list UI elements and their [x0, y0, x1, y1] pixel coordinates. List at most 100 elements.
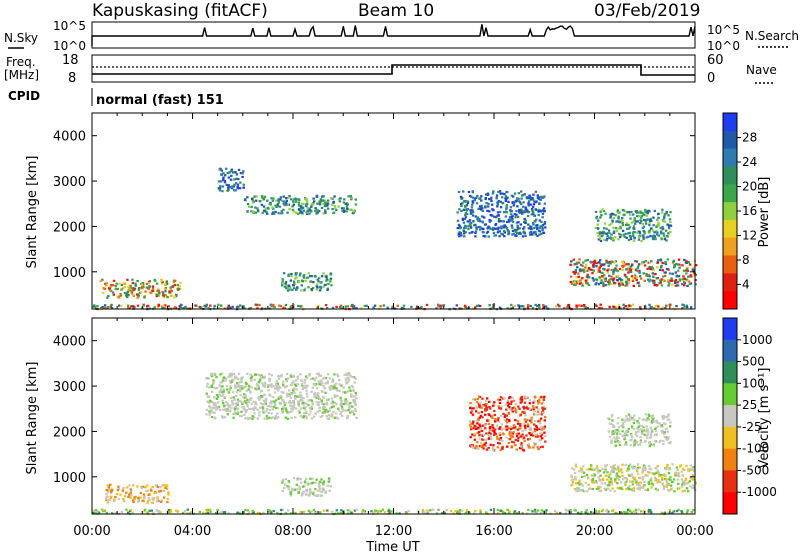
echo-cell [658, 422, 661, 425]
colorbar-segment [723, 448, 737, 471]
echo-cell [648, 441, 651, 444]
echo-cell [309, 477, 312, 480]
echo-cell [156, 305, 159, 308]
echo-cell [497, 417, 500, 420]
echo-cell [459, 227, 462, 230]
nsky-series [91, 24, 696, 46]
echo-cell [473, 199, 476, 202]
echo-cell [491, 415, 494, 418]
echo-cell [323, 509, 326, 512]
echo-cell [341, 209, 344, 212]
echo-cell [637, 281, 640, 284]
echo-cell [543, 419, 546, 422]
echo-cell [516, 428, 520, 431]
echo-cell [256, 408, 259, 411]
echo-cell [646, 267, 649, 270]
echo-cell [461, 202, 464, 205]
echo-cell [463, 304, 467, 307]
echo-cell [609, 465, 613, 468]
echo-cell [284, 303, 288, 307]
echo-cell [484, 441, 487, 445]
echo-cell [487, 202, 490, 205]
echo-cell [596, 469, 600, 472]
echo-cell [275, 406, 278, 410]
echo-cell [243, 198, 247, 201]
echo-cell [469, 401, 472, 405]
echo-cell [310, 205, 313, 208]
echo-cell [326, 509, 329, 512]
echo-cell [489, 508, 493, 511]
echo-cell [581, 282, 584, 285]
echo-cell [339, 396, 342, 399]
echo-cell [487, 448, 490, 451]
echo-cell [105, 492, 108, 496]
echo-cell [142, 304, 145, 307]
echo-cell [538, 219, 541, 222]
echo-cell [515, 234, 518, 237]
echo-cell [485, 406, 488, 409]
echo-cell [657, 471, 660, 474]
echo-cell [657, 224, 661, 227]
echo-cell [616, 422, 620, 425]
echo-cell [612, 425, 615, 428]
echo-cell [578, 488, 582, 492]
echo-cell [580, 304, 583, 307]
echo-cell [507, 427, 510, 430]
colorbar-segment [723, 426, 737, 450]
echo-cell [228, 404, 231, 407]
echo-cell [303, 379, 307, 382]
echo-cell [590, 268, 593, 271]
echo-cell [641, 425, 644, 428]
colorbar-tick-label: 28 [742, 131, 757, 145]
echo-cell [237, 305, 240, 308]
echo-cell [513, 304, 517, 307]
echo-cell [308, 398, 312, 402]
echo-cell [614, 269, 617, 272]
echo-cell [498, 427, 501, 431]
echo-cell [558, 305, 561, 308]
colorbar-tick-label: 100 [742, 376, 765, 390]
echo-cell [154, 484, 157, 487]
echo-cell [687, 275, 690, 278]
echo-cell [690, 468, 694, 471]
echo-cell [492, 414, 495, 417]
echo-cell [259, 378, 262, 381]
echo-cell [320, 399, 323, 402]
echo-cell [487, 437, 491, 440]
echo-cell [523, 217, 526, 221]
echo-cell [326, 202, 330, 205]
echo-cell [527, 223, 530, 226]
echo-cell [638, 230, 641, 233]
echo-cell [625, 488, 628, 491]
echo-cell [175, 293, 178, 296]
echo-cell [310, 482, 313, 485]
echo-cell [236, 183, 240, 186]
echo-cell [657, 221, 660, 224]
echo-cell [493, 428, 496, 431]
echo-cell [468, 232, 471, 235]
echo-cell [336, 417, 340, 420]
echo-cell [458, 511, 461, 514]
echo-cell [598, 270, 601, 273]
echo-cell [527, 508, 530, 511]
echo-cell [264, 402, 267, 406]
echo-cell [322, 406, 325, 409]
echo-cell [514, 216, 517, 219]
echo-cell [479, 511, 482, 514]
echo-cell [686, 284, 689, 287]
echo-cell [532, 231, 536, 234]
echo-cell [240, 401, 243, 404]
echo-cell [537, 400, 541, 403]
echo-cell [681, 483, 684, 486]
echo-cell [351, 410, 355, 414]
echo-cell [584, 481, 587, 484]
echo-cell [476, 398, 479, 401]
echo-cell [532, 223, 535, 226]
echo-cell [225, 385, 229, 388]
echo-cell [242, 405, 245, 409]
echo-cell [246, 210, 249, 213]
echo-cell [478, 445, 482, 448]
echo-cell [675, 466, 679, 469]
echo-cell [328, 377, 331, 380]
echo-cell [277, 212, 280, 215]
